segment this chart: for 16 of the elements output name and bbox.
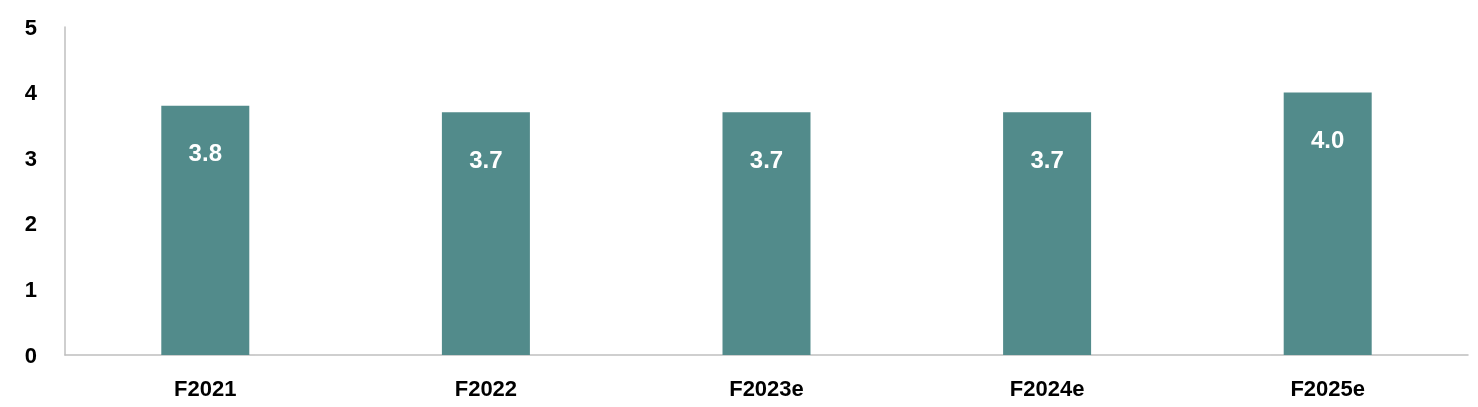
y-tick-label: 4	[24, 80, 38, 106]
y-tick-label: 3	[24, 145, 37, 171]
data-label: 3.7	[1030, 145, 1064, 173]
x-tick-label: F2025e	[1290, 375, 1366, 401]
x-tick-label: F2024e	[1009, 375, 1085, 401]
x-tick-label: F2021	[174, 375, 237, 401]
y-tick-label: 0	[24, 342, 37, 368]
data-label: 3.8	[188, 139, 222, 167]
data-label: 4.0	[1311, 126, 1345, 154]
data-label: 3.7	[749, 145, 784, 173]
y-tick-label: 5	[24, 14, 37, 40]
x-tick-label: F2023e	[729, 375, 804, 401]
data-label: 3.7	[469, 145, 503, 173]
y-tick-label: 2	[24, 211, 37, 237]
x-tick-label: F2022	[454, 375, 518, 401]
y-tick-label: 1	[24, 276, 37, 302]
